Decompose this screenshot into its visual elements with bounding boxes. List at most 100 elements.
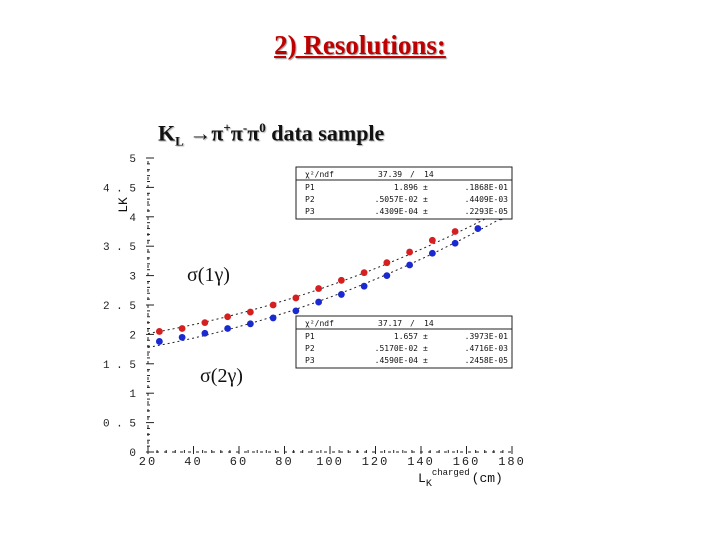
y-tick-label: 3 [129, 272, 136, 284]
y-tick-label: 4 . 5 [103, 183, 136, 195]
stats-2-p1-value: 1.657 [394, 332, 418, 341]
fit-curve-1 [147, 204, 513, 335]
subtitle-sup-3: 0 [259, 120, 266, 135]
stats-2-p1-pm: ± [423, 332, 428, 341]
chart-axes: 0 0 . 5 1 1 . 5 2 2 . 5 3 3 . 5 4 4 . 5 5 20 40 60 80 1… [103, 154, 526, 469]
x-tick-label: 20 [139, 455, 157, 469]
stats-2-ndf-sep: / [410, 319, 415, 328]
y-tick-label: 1 [129, 389, 136, 401]
x-axis-label: LKcharged (cm) [418, 468, 503, 490]
stats-2-p3-value: .4590E-04 [375, 356, 419, 365]
subtitle-pi-2: π [230, 120, 243, 146]
stats-1-p3-err: .2293E-05 [465, 207, 509, 216]
stats-2-ndf-value: 14 [424, 319, 434, 328]
stats-1-p1-err: .1868E-01 [465, 183, 509, 192]
stats-1-p2-err: .4409E-03 [465, 195, 509, 204]
subtitle-pi-1: π [211, 120, 224, 146]
stats-1-chi2-label: χ²/ndf [305, 170, 334, 179]
stats-2-p2-err: .4716E-03 [465, 344, 509, 353]
data-point-1 [246, 308, 254, 316]
chart-subtitle: KL →π+π-π0 data sample [158, 120, 384, 150]
stats-1-p1-pm: ± [423, 183, 428, 192]
stats-1-p3-name: P3 [305, 207, 315, 216]
data-point-1 [428, 236, 436, 244]
data-points [155, 200, 505, 345]
x-tick-label: 80 [275, 455, 293, 469]
stats-1-p1-name: P1 [305, 183, 315, 192]
data-point-1 [451, 228, 459, 235]
data-point-2 [451, 239, 459, 247]
data-point-2 [178, 333, 186, 341]
subtitle-rest: data sample [265, 120, 385, 146]
y-axis-label: LK [116, 197, 131, 213]
data-point-1 [269, 301, 277, 309]
stats-2-p1-err: .3973E-01 [465, 332, 509, 341]
stats-1-p1-value: 1.896 [394, 183, 418, 192]
y-tick-label: 0 . 5 [103, 419, 136, 431]
stats-1-p3-pm: ± [423, 207, 428, 216]
x-tick-label: 160 [453, 455, 481, 469]
stats-2-p1-name: P1 [305, 332, 315, 341]
stats-1-p2-value: .5057E-02 [375, 195, 419, 204]
x-tick-label: 40 [184, 455, 202, 469]
data-point-1 [224, 313, 232, 321]
stats-1-ndf-value: 14 [424, 170, 434, 179]
stats-1-ndf-sep: / [410, 170, 415, 179]
y-tick-label: 2 . 5 [103, 301, 136, 313]
stats-2-p3-name: P3 [305, 356, 315, 365]
x-axis-label-k-sub: K [426, 479, 432, 490]
data-point-2 [269, 314, 277, 322]
stats-2-p2-value: .5170E-02 [375, 344, 419, 353]
y-tick-label: 1 . 5 [103, 360, 136, 372]
series-label-1gamma: σ(1γ) [187, 264, 230, 286]
data-point-2 [383, 272, 391, 279]
data-point-2 [315, 298, 323, 306]
data-point-1 [178, 325, 186, 332]
data-point-2 [337, 291, 345, 298]
subtitle-pi-3: π [247, 120, 260, 146]
stats-2-p2-name: P2 [305, 344, 315, 353]
x-axis-label-charged-sup: charged [432, 468, 470, 478]
data-point-1 [155, 328, 163, 335]
data-point-2 [474, 225, 482, 232]
slide-title: 2) Resolutions: [274, 30, 446, 60]
x-axis-label-l: L [418, 471, 426, 486]
stats-2-p2-pm: ± [423, 344, 428, 353]
stats-2-p3-err: .2458E-05 [465, 356, 509, 365]
stats-box-1-frame [295, 166, 513, 220]
data-point-2 [224, 325, 232, 332]
data-point-2 [155, 338, 163, 345]
fit-curves [147, 204, 513, 348]
data-point-2 [201, 329, 209, 337]
stats-2-chi2-value: 37.17 [378, 319, 402, 328]
stats-1-p2-name: P2 [305, 195, 315, 204]
stats-2-chi2-label: χ²/ndf [305, 319, 334, 328]
y-tick-label: 0 [129, 448, 136, 460]
subtitle-k: K [158, 120, 176, 146]
x-axis-label-unit: (cm) [472, 471, 503, 486]
subtitle-sup-2: - [242, 120, 248, 135]
stats-1-p2-pm: ± [423, 195, 428, 204]
y-tick-label: 2 [129, 330, 136, 342]
data-point-1 [292, 294, 300, 302]
stats-2-p3-pm: ± [423, 356, 428, 365]
data-point-1 [337, 276, 345, 284]
stats-box-2: χ²/ndf 37.17 / 14 P1 1.657 ± .3973E-01 P… [295, 315, 513, 369]
stats-1-chi2-value: 37.39 [378, 170, 402, 179]
subtitle-arrow: → [189, 120, 212, 146]
data-point-1 [315, 285, 323, 292]
data-point-1 [383, 259, 391, 267]
data-point-2 [360, 282, 368, 290]
data-point-1 [406, 248, 414, 256]
y-tick-label: 4 [129, 213, 136, 225]
subtitle-l-sub: L [175, 133, 184, 149]
data-point-2 [428, 249, 436, 257]
x-tick-label: 100 [316, 455, 344, 469]
x-tick-label: 180 [498, 455, 526, 469]
data-point-2 [406, 261, 414, 269]
stats-box-1: χ²/ndf 37.39 / 14 P1 1.896 ± .1868E-01 P… [295, 166, 513, 220]
series-label-2gamma: σ(2γ) [200, 365, 243, 387]
subtitle-sup-1: + [223, 120, 231, 135]
y-tick-label: 5 [129, 154, 136, 166]
